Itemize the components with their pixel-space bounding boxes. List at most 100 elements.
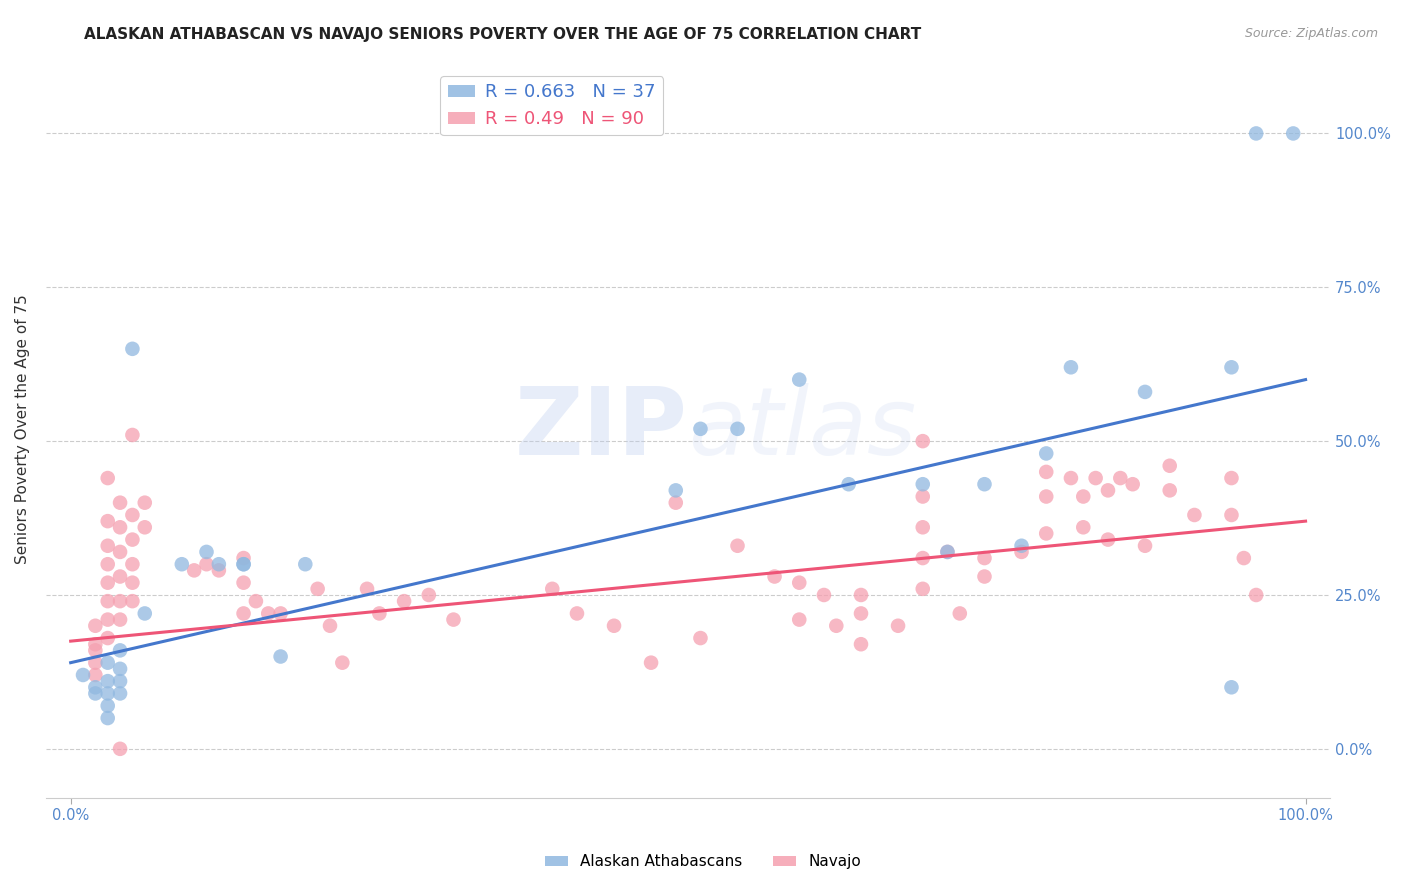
Point <box>640 656 662 670</box>
Point <box>1122 477 1144 491</box>
Point <box>97 711 120 725</box>
Point <box>1097 483 1119 498</box>
Point <box>1035 446 1057 460</box>
Point <box>825 619 848 633</box>
Point <box>603 619 626 633</box>
Point <box>108 613 131 627</box>
Point <box>97 656 120 670</box>
Point <box>97 575 120 590</box>
Point <box>121 594 143 608</box>
Point <box>257 607 280 621</box>
Point <box>84 637 107 651</box>
Point <box>208 558 231 572</box>
Text: ALASKAN ATHABASCAN VS NAVAJO SENIORS POVERTY OVER THE AGE OF 75 CORRELATION CHAR: ALASKAN ATHABASCAN VS NAVAJO SENIORS POV… <box>84 27 921 42</box>
Point <box>84 656 107 670</box>
Point <box>368 607 391 621</box>
Point <box>665 496 688 510</box>
Point <box>134 496 156 510</box>
Point <box>689 631 711 645</box>
Point <box>949 607 972 621</box>
Point <box>183 563 205 577</box>
Point <box>97 471 120 485</box>
Point <box>1133 539 1156 553</box>
Point <box>84 619 107 633</box>
Point <box>763 569 786 583</box>
Point <box>97 674 120 689</box>
Point <box>232 558 254 572</box>
Point <box>787 373 810 387</box>
Point <box>97 613 120 627</box>
Point <box>665 483 688 498</box>
Point <box>1220 508 1243 522</box>
Point <box>356 582 378 596</box>
Point <box>134 520 156 534</box>
Point <box>849 637 872 651</box>
Point <box>1035 526 1057 541</box>
Point <box>121 558 143 572</box>
Point <box>208 563 231 577</box>
Point <box>1071 520 1094 534</box>
Point <box>911 551 934 566</box>
Point <box>84 668 107 682</box>
Point <box>1282 127 1305 141</box>
Legend: Alaskan Athabascans, Navajo: Alaskan Athabascans, Navajo <box>538 848 868 875</box>
Point <box>121 508 143 522</box>
Point <box>245 594 267 608</box>
Legend: R = 0.663   N = 37, R = 0.49   N = 90: R = 0.663 N = 37, R = 0.49 N = 90 <box>440 76 664 136</box>
Point <box>307 582 329 596</box>
Point <box>84 643 107 657</box>
Point <box>911 582 934 596</box>
Point <box>727 539 749 553</box>
Point <box>1011 545 1033 559</box>
Point <box>108 594 131 608</box>
Point <box>1244 127 1267 141</box>
Point <box>97 514 120 528</box>
Point <box>97 594 120 608</box>
Point <box>108 545 131 559</box>
Point <box>1159 458 1181 473</box>
Point <box>108 520 131 534</box>
Point <box>232 607 254 621</box>
Point <box>1184 508 1206 522</box>
Point <box>108 686 131 700</box>
Point <box>1084 471 1107 485</box>
Point <box>72 668 94 682</box>
Point <box>319 619 342 633</box>
Point <box>849 607 872 621</box>
Point <box>1060 360 1083 375</box>
Point <box>270 649 292 664</box>
Point <box>911 490 934 504</box>
Point <box>108 674 131 689</box>
Text: ZIP: ZIP <box>515 383 688 475</box>
Point <box>1233 551 1256 566</box>
Point <box>195 545 218 559</box>
Point <box>108 496 131 510</box>
Point <box>270 607 292 621</box>
Point <box>97 698 120 713</box>
Point <box>787 575 810 590</box>
Point <box>936 545 959 559</box>
Point <box>1159 483 1181 498</box>
Point <box>849 588 872 602</box>
Point <box>232 575 254 590</box>
Point <box>121 428 143 442</box>
Point <box>1220 681 1243 695</box>
Point <box>1220 471 1243 485</box>
Point <box>1133 384 1156 399</box>
Point <box>838 477 860 491</box>
Point <box>689 422 711 436</box>
Text: atlas: atlas <box>688 384 917 475</box>
Text: Source: ZipAtlas.com: Source: ZipAtlas.com <box>1244 27 1378 40</box>
Point <box>936 545 959 559</box>
Point <box>97 539 120 553</box>
Point <box>973 551 995 566</box>
Point <box>195 558 218 572</box>
Point <box>727 422 749 436</box>
Point <box>1097 533 1119 547</box>
Point <box>392 594 415 608</box>
Point <box>108 643 131 657</box>
Point <box>1060 471 1083 485</box>
Point <box>1035 465 1057 479</box>
Point <box>813 588 835 602</box>
Point <box>97 686 120 700</box>
